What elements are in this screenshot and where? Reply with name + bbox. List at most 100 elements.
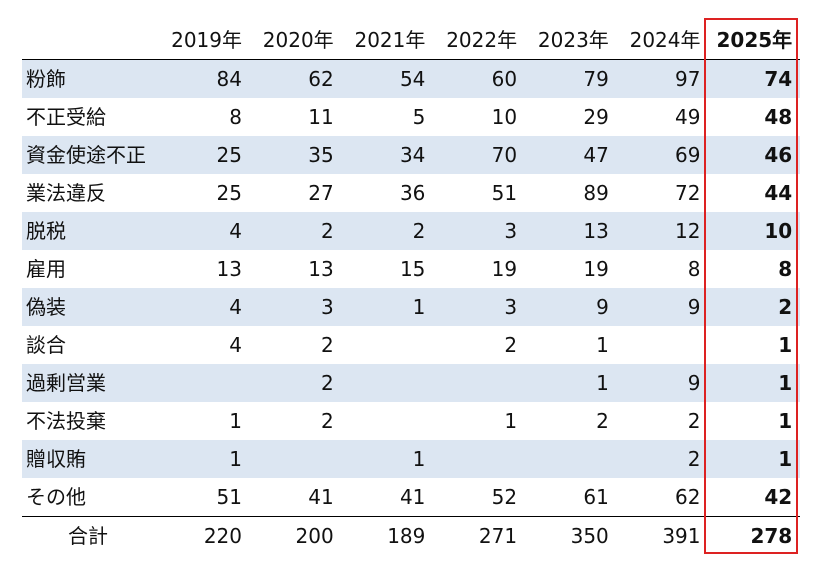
table-row: 脱税 4 2 2 3 13 12 10 [22, 212, 800, 250]
header-rule [22, 59, 800, 60]
cell: 41 [308, 485, 334, 509]
header-row: 2019年 2020年 2021年 2022年 2023年 2024年 2025年 [22, 21, 800, 59]
cell: 278 [750, 524, 793, 548]
cell: 3 [504, 219, 518, 243]
cell: 200 [295, 524, 334, 548]
cell: 13 [308, 257, 334, 281]
table-row: 粉飾 84 62 54 60 79 97 74 [22, 60, 800, 98]
cell: 9 [596, 295, 609, 319]
cell [427, 440, 517, 478]
cell: 2 [320, 409, 334, 433]
total-rule [22, 516, 800, 517]
cell: 2 [320, 333, 334, 357]
cell: 4 [229, 333, 242, 357]
cell: 189 [387, 524, 426, 548]
table-row: 業法違反 25 27 36 51 89 72 44 [22, 174, 800, 212]
cell: 41 [399, 485, 426, 509]
cell: 220 [203, 524, 242, 548]
cell: 54 [399, 67, 426, 91]
cell: 8 [778, 257, 793, 281]
cell: 72 [675, 181, 701, 205]
cell: 2 [504, 333, 518, 357]
cell: 2 [687, 447, 701, 471]
cell: 51 [491, 181, 518, 205]
column-header: 2019年 [171, 28, 242, 52]
cell: 1 [596, 371, 609, 395]
table-row: 贈収賄 1 1 2 1 [22, 440, 800, 478]
cell: 8 [687, 257, 701, 281]
cell [244, 440, 334, 478]
cell: 69 [675, 143, 701, 167]
cell: 15 [399, 257, 426, 281]
cell: 271 [478, 524, 518, 548]
cell: 46 [764, 143, 793, 167]
cell: 35 [308, 143, 334, 167]
cell: 48 [764, 105, 793, 129]
total-label: 合計 [68, 524, 108, 548]
cell: 19 [583, 257, 609, 281]
row-label: 脱税 [26, 219, 66, 243]
cell [335, 326, 425, 364]
cell: 4 [229, 295, 242, 319]
cell: 34 [399, 143, 426, 167]
column-header: 2022年 [446, 28, 518, 52]
cell: 70 [491, 143, 518, 167]
row-label: 贈収賄 [26, 447, 86, 471]
cell: 52 [491, 485, 518, 509]
cell: 13 [583, 219, 609, 243]
cell [519, 440, 609, 478]
cell: 2 [320, 371, 334, 395]
table-row: 不正受給 8 11 5 10 29 49 48 [22, 98, 800, 136]
cell: 12 [675, 219, 701, 243]
cell: 350 [570, 524, 609, 548]
cell: 47 [583, 143, 609, 167]
cell: 89 [583, 181, 609, 205]
row-label: 粉飾 [26, 67, 66, 91]
cell: 1 [596, 333, 609, 357]
table-row: 過剰営業 2 1 9 1 [22, 364, 800, 402]
cell: 2 [778, 295, 793, 319]
cell: 11 [308, 105, 334, 129]
column-header: 2021年 [354, 28, 426, 52]
row-label: 不法投棄 [26, 409, 106, 433]
cell: 44 [764, 181, 793, 205]
cell: 5 [412, 105, 426, 129]
cell: 60 [491, 67, 518, 91]
cell: 8 [229, 105, 242, 129]
cell: 61 [583, 485, 609, 509]
cell: 10 [764, 219, 793, 243]
column-header: 2024年 [629, 28, 701, 52]
table-row: 雇用 13 13 15 19 19 8 8 [22, 250, 800, 288]
column-header: 2025年 [716, 28, 793, 52]
cell: 10 [491, 105, 518, 129]
row-label: 業法違反 [26, 181, 106, 205]
cell: 9 [687, 371, 701, 395]
row-label: 談合 [26, 333, 66, 357]
cell: 2 [687, 409, 701, 433]
cell: 1 [412, 295, 426, 319]
cell [335, 402, 425, 440]
cell: 74 [764, 67, 793, 91]
table-row: 資金使途不正 25 35 34 70 47 69 46 [22, 136, 800, 174]
cell: 391 [662, 524, 701, 548]
total-row: 合計 220 200 189 271 350 391 278 [22, 517, 800, 555]
cell: 97 [675, 67, 701, 91]
cell: 1 [504, 409, 518, 433]
row-label: 不正受給 [26, 105, 106, 129]
cell: 1 [778, 371, 793, 395]
cell: 1 [778, 333, 793, 357]
row-label: 資金使途不正 [26, 143, 146, 167]
cell: 25 [216, 143, 242, 167]
cell: 79 [583, 67, 609, 91]
cell [335, 364, 425, 402]
cell: 84 [216, 67, 242, 91]
row-label: 過剰営業 [26, 371, 106, 395]
cell: 9 [687, 295, 701, 319]
column-header: 2023年 [537, 28, 609, 52]
cell: 51 [216, 485, 242, 509]
cell: 1 [412, 447, 426, 471]
cell: 2 [412, 219, 426, 243]
cell: 13 [216, 257, 242, 281]
cell: 1 [229, 409, 242, 433]
